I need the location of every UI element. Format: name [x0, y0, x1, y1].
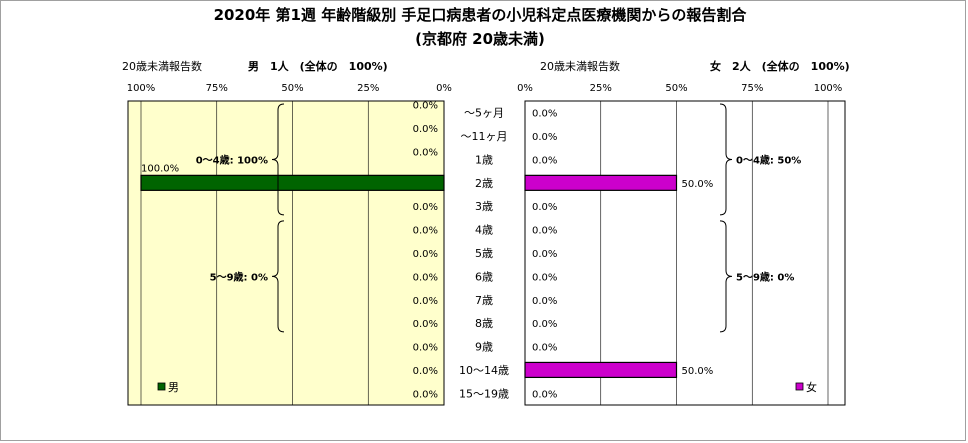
- legend-male-label: 男: [168, 381, 179, 394]
- female-data-label: 0.0%: [532, 226, 557, 237]
- category-label: 4歳: [475, 224, 493, 237]
- female-data-label: 0.0%: [532, 249, 557, 260]
- category-label: 8歳: [475, 317, 493, 330]
- category-label: 3歳: [475, 200, 493, 213]
- female-x-tick-label: 25%: [590, 83, 612, 94]
- female-data-label: 0.0%: [532, 343, 557, 354]
- female-panel-header-summary: 女 2人 (全体の 100%): [710, 59, 850, 73]
- male-data-label: 0.0%: [413, 202, 438, 213]
- female-data-label: 0.0%: [532, 389, 557, 400]
- female-group-brace: [719, 103, 733, 216]
- male-data-label: 0.0%: [413, 296, 438, 307]
- male-data-label: 0.0%: [413, 366, 438, 377]
- female-group-label: 0～4歳: 50%: [736, 153, 801, 166]
- category-label: 10～14歳: [459, 364, 509, 377]
- category-label: 2歳: [475, 177, 493, 190]
- chart-subtitle: (京都府 20歳未満): [415, 30, 545, 48]
- female-data-label: 0.0%: [532, 132, 557, 143]
- category-label: 5歳: [475, 247, 493, 260]
- male-panel-header-label: 20歳未満報告数: [122, 60, 202, 73]
- male-group-label: 5～9歳: 0%: [210, 270, 268, 283]
- male-x-tick-label: 100%: [127, 83, 156, 94]
- category-label: 6歳: [475, 270, 493, 283]
- male-data-label: 0.0%: [413, 249, 438, 260]
- male-data-label: 0.0%: [413, 101, 438, 112]
- male-data-label: 0.0%: [413, 319, 438, 330]
- male-data-label: 100.0%: [141, 163, 179, 174]
- female-x-tick-label: 50%: [665, 83, 687, 94]
- male-plot-area: [127, 100, 445, 406]
- male-x-tick-label: 25%: [357, 83, 379, 94]
- male-bar: [140, 174, 445, 191]
- male-x-tick-label: 0%: [436, 83, 452, 94]
- male-x-tick-label: 75%: [206, 83, 228, 94]
- category-label: 15～19歳: [459, 387, 509, 400]
- female-data-label: 0.0%: [532, 109, 557, 120]
- male-group-label: 0～4歳: 100%: [196, 153, 268, 166]
- legend-male-swatch: [157, 382, 166, 391]
- female-bar: [524, 174, 678, 191]
- female-plot-area: [524, 100, 846, 406]
- female-panel-header-label: 20歳未満報告数: [540, 60, 620, 73]
- female-data-label: 50.0%: [682, 366, 714, 377]
- legend-female-label: 女: [806, 380, 817, 394]
- female-data-label: 0.0%: [532, 202, 557, 213]
- male-data-label: 0.0%: [413, 343, 438, 354]
- female-data-label: 0.0%: [532, 272, 557, 283]
- female-data-label: 0.0%: [532, 319, 557, 330]
- male-data-label: 0.0%: [413, 147, 438, 158]
- female-data-label: 0.0%: [532, 155, 557, 166]
- female-group-brace: [719, 220, 733, 333]
- female-bar: [524, 361, 678, 379]
- male-group-brace: [271, 103, 285, 216]
- female-x-tick-label: 0%: [517, 83, 533, 94]
- male-data-label: 0.0%: [413, 226, 438, 237]
- male-data-label: 0.0%: [413, 272, 438, 283]
- category-label: ～5ヶ月: [464, 107, 504, 120]
- legend-female-swatch: [795, 382, 804, 391]
- male-x-tick-label: 50%: [281, 83, 303, 94]
- female-group-label: 5～9歳: 0%: [736, 270, 794, 283]
- female-x-tick-label: 75%: [741, 83, 763, 94]
- category-label: ～11ヶ月: [461, 130, 508, 143]
- female-data-label: 50.0%: [682, 179, 714, 190]
- category-label: 1歳: [475, 153, 493, 166]
- female-data-label: 0.0%: [532, 296, 557, 307]
- male-group-brace: [271, 220, 285, 333]
- category-label: 9歳: [475, 341, 493, 354]
- male-data-label: 0.0%: [413, 389, 438, 400]
- chart-title: 2020年 第1週 年齢階級別 手足口病患者の小児科定点医療機関からの報告割合: [214, 6, 748, 24]
- female-x-tick-label: 100%: [814, 83, 843, 94]
- male-panel-header-summary: 男 1人 (全体の 100%): [248, 59, 388, 73]
- category-label: 7歳: [475, 294, 493, 307]
- male-data-label: 0.0%: [413, 124, 438, 135]
